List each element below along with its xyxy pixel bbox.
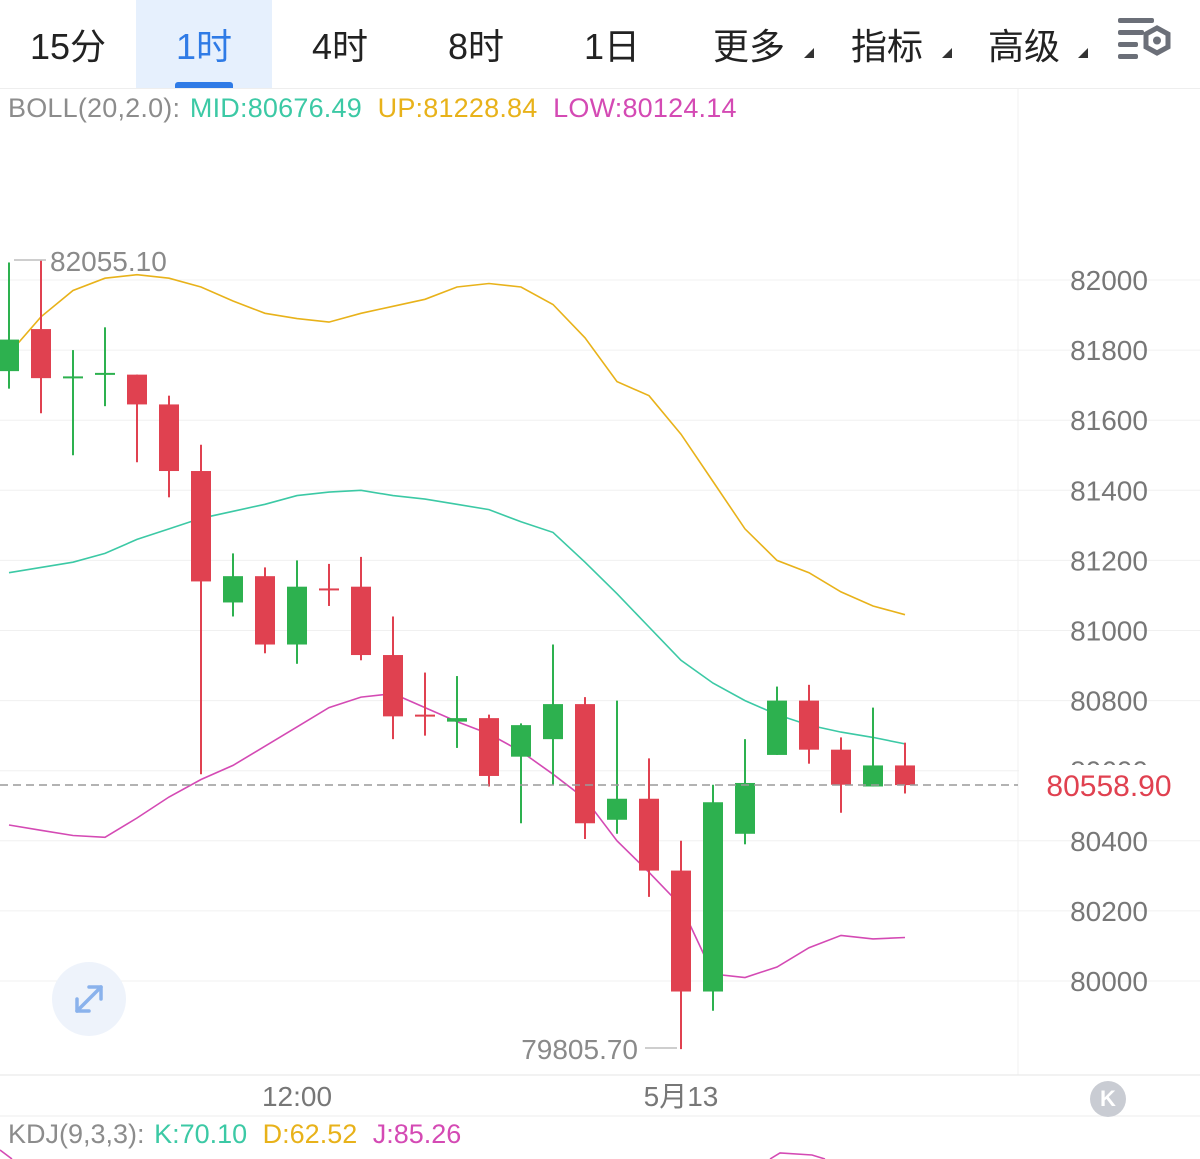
kdj-legend-j: J:85.26: [372, 1119, 462, 1149]
tab-label: 8时: [447, 26, 505, 67]
candle-body-down: [255, 576, 275, 645]
y-tick-label: 81200: [1070, 545, 1148, 576]
candle-body-down: [799, 700, 819, 750]
tab-7[interactable]: 高级: [956, 0, 1092, 88]
tab-label: 4时: [311, 26, 369, 67]
header-divider: [0, 88, 1200, 89]
candle-body-down: [159, 404, 179, 472]
expand-chart-button[interactable]: [52, 962, 126, 1036]
y-tick-label: 81600: [1070, 405, 1148, 436]
tab-6[interactable]: 指标: [818, 0, 956, 88]
kdj-legend-d: D:62.52: [262, 1119, 358, 1149]
candle-body-down: [319, 588, 339, 591]
boll-legend: BOLL(20,2.0): MID:80676.49 UP:81228.84 L…: [8, 93, 745, 124]
dropdown-caret-icon: [804, 48, 814, 58]
candle-body-up: [223, 576, 243, 603]
candle-body-down: [671, 870, 691, 992]
candle-body-up: [447, 718, 467, 722]
y-tick-label: 81800: [1070, 335, 1148, 366]
candle-body-up: [735, 782, 755, 834]
tab-3[interactable]: 8时: [408, 0, 544, 88]
candle-body-down: [479, 718, 499, 776]
current-price-label: 80558.90: [1046, 770, 1171, 803]
y-tick-label: 80800: [1070, 686, 1148, 717]
boll-legend-mid: MID:80676.49: [189, 93, 362, 123]
candle-body-up: [703, 802, 723, 992]
tab-label: 1时: [175, 26, 233, 67]
tab-label: 1日: [583, 26, 641, 67]
kdj-legend-name: KDJ(9,3,3):: [8, 1119, 145, 1149]
tab-2[interactable]: 4时: [272, 0, 408, 88]
candle-body-up: [287, 586, 307, 645]
kdj-legend-k: K:70.10: [154, 1119, 248, 1149]
y-tick-label: 81000: [1070, 616, 1148, 647]
boll-legend-name: BOLL(20,2.0):: [8, 93, 181, 123]
tab-5[interactable]: 更多: [680, 0, 818, 88]
candle-body-up: [511, 725, 531, 757]
candle-body-down: [127, 374, 147, 405]
candle-body-up: [0, 339, 19, 372]
candle-body-down: [415, 714, 435, 717]
tab-label: 指标: [850, 26, 923, 67]
candle-body-up: [543, 704, 563, 740]
candle-body-down: [31, 329, 51, 379]
candle-body-down: [831, 749, 851, 785]
timeframe-tabs: 15分 1时 4时 8时 1日 更多 指标 高级: [0, 0, 1200, 88]
candle-body-up: [863, 765, 883, 787]
boll-upper-line: [8, 273, 906, 616]
x-tick-label: 5月13: [644, 1081, 719, 1112]
candle-body-down: [895, 765, 915, 786]
candle-body-up: [607, 798, 627, 820]
high-marker-label: 82055.10: [50, 246, 167, 277]
candle-body-up: [767, 700, 787, 755]
candle-body-down: [575, 704, 595, 824]
candle-body-up: [95, 372, 115, 375]
boll-legend-up: UP:81228.84: [377, 93, 538, 123]
boll-mid-line: [8, 489, 906, 745]
kdj-j-line: [769, 1152, 826, 1159]
tab-label: 高级: [987, 26, 1060, 67]
chart-settings-icon[interactable]: [1112, 10, 1176, 74]
tab-label: 15分: [29, 26, 107, 67]
tab-label: 更多: [712, 26, 785, 67]
current-price-tag-bg: [1019, 765, 1200, 805]
y-tick-label: 81400: [1070, 475, 1148, 506]
candle-body-down: [383, 655, 403, 717]
candle-body-down: [191, 471, 211, 582]
y-tick-label: 80000: [1070, 966, 1148, 997]
boll-legend-low: LOW:80124.14: [553, 93, 737, 123]
candle-body-down: [351, 586, 371, 656]
tab-4[interactable]: 1日: [544, 0, 680, 88]
y-tick-label: 80400: [1070, 826, 1148, 857]
dropdown-caret-icon: [1078, 48, 1088, 58]
low-marker-label: 79805.70: [521, 1034, 638, 1065]
x-tick-label: 12:00: [262, 1081, 332, 1112]
kdj-j-line: [0, 1149, 13, 1159]
candle-body-down: [639, 798, 659, 871]
expand-icon: [75, 985, 103, 1013]
y-tick-label: 80200: [1070, 896, 1148, 927]
dropdown-caret-icon: [942, 48, 952, 58]
tab-1[interactable]: 1时: [136, 0, 272, 88]
tab-0[interactable]: 15分: [0, 0, 136, 88]
candle-body-up: [63, 376, 83, 379]
kline-mode-button[interactable]: K: [1090, 1081, 1126, 1117]
kline-mode-icon: K: [1100, 1086, 1116, 1111]
y-tick-label: 82000: [1070, 265, 1148, 296]
kdj-legend: KDJ(9,3,3): K:70.10 D:62.52 J:85.26: [8, 1119, 469, 1150]
